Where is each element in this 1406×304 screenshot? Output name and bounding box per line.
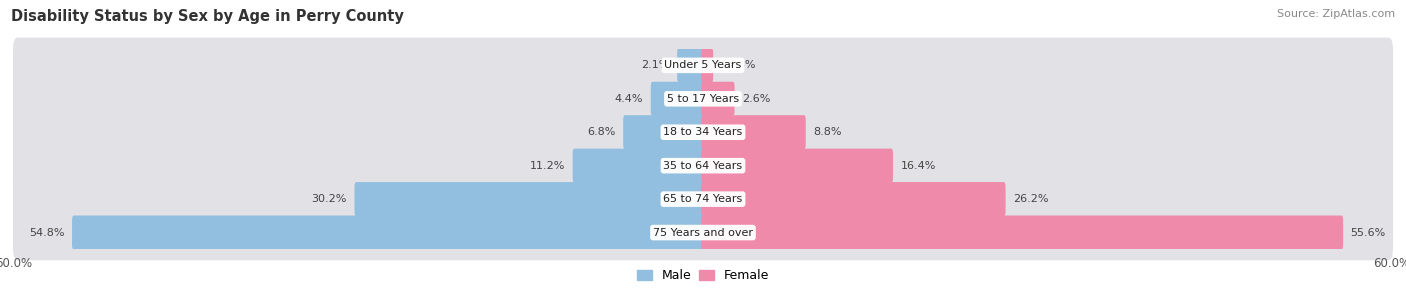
FancyBboxPatch shape: [572, 149, 704, 183]
Text: 8.8%: 8.8%: [813, 127, 842, 137]
FancyBboxPatch shape: [13, 38, 1393, 93]
FancyBboxPatch shape: [13, 105, 1393, 160]
Text: 16.4%: 16.4%: [900, 161, 936, 171]
FancyBboxPatch shape: [13, 138, 1393, 193]
Text: Source: ZipAtlas.com: Source: ZipAtlas.com: [1277, 9, 1395, 19]
Text: Under 5 Years: Under 5 Years: [665, 60, 741, 70]
FancyBboxPatch shape: [651, 82, 704, 116]
Text: 6.8%: 6.8%: [588, 127, 616, 137]
Text: 35 to 64 Years: 35 to 64 Years: [664, 161, 742, 171]
Text: 30.2%: 30.2%: [312, 194, 347, 204]
Text: 54.8%: 54.8%: [30, 228, 65, 237]
Text: 2.1%: 2.1%: [641, 60, 669, 70]
FancyBboxPatch shape: [72, 216, 704, 250]
FancyBboxPatch shape: [702, 82, 734, 116]
FancyBboxPatch shape: [623, 115, 704, 149]
FancyBboxPatch shape: [702, 149, 893, 183]
FancyBboxPatch shape: [354, 182, 704, 216]
FancyBboxPatch shape: [13, 205, 1393, 260]
Text: 4.4%: 4.4%: [614, 94, 644, 104]
Legend: Male, Female: Male, Female: [631, 264, 775, 287]
FancyBboxPatch shape: [678, 48, 704, 82]
Text: 75 Years and over: 75 Years and over: [652, 228, 754, 237]
FancyBboxPatch shape: [13, 71, 1393, 126]
Text: 65 to 74 Years: 65 to 74 Years: [664, 194, 742, 204]
Text: 5 to 17 Years: 5 to 17 Years: [666, 94, 740, 104]
Text: 26.2%: 26.2%: [1012, 194, 1049, 204]
FancyBboxPatch shape: [702, 182, 1005, 216]
Text: 2.6%: 2.6%: [742, 94, 770, 104]
FancyBboxPatch shape: [13, 171, 1393, 227]
FancyBboxPatch shape: [702, 216, 1343, 250]
FancyBboxPatch shape: [702, 115, 806, 149]
Text: Disability Status by Sex by Age in Perry County: Disability Status by Sex by Age in Perry…: [11, 9, 404, 24]
Text: 11.2%: 11.2%: [530, 161, 565, 171]
Text: 55.6%: 55.6%: [1351, 228, 1386, 237]
Text: 0.74%: 0.74%: [721, 60, 756, 70]
Text: 18 to 34 Years: 18 to 34 Years: [664, 127, 742, 137]
FancyBboxPatch shape: [702, 48, 713, 82]
